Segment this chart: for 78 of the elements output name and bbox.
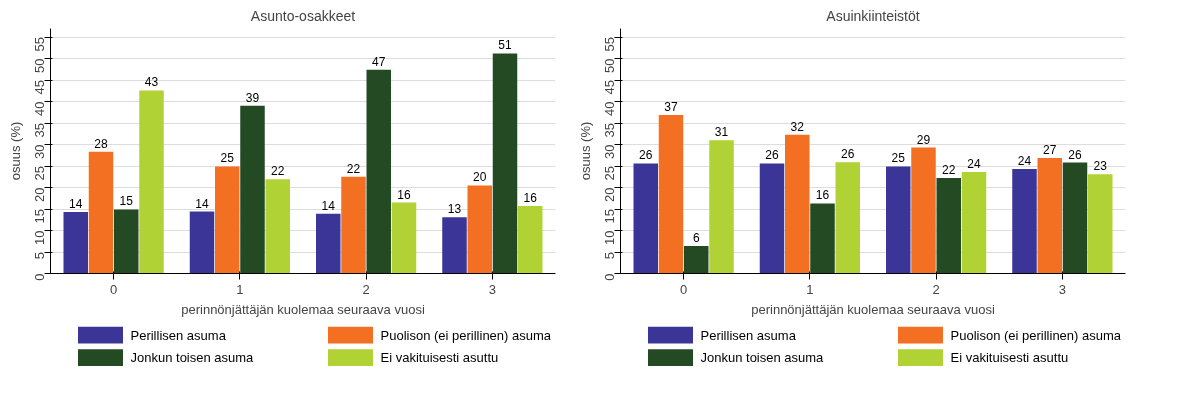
x-tick-label: 2 xyxy=(932,281,940,297)
data-label: 26 xyxy=(841,147,855,162)
x-tick-label: 0 xyxy=(680,281,688,297)
data-label: 14 xyxy=(321,198,336,213)
legend-label: Ei vakituisesti asuttu xyxy=(380,350,499,366)
y-tick-label: 25 xyxy=(32,166,47,181)
x-tick-label: 2 xyxy=(362,281,370,297)
x-tick-label: 3 xyxy=(488,281,496,297)
data-label: 23 xyxy=(1093,159,1108,174)
x-axis-title: perinnönjättäjän kuolemaa seuraava vuosi xyxy=(751,301,995,317)
chart-title: Asuinkiinteistöt xyxy=(826,7,920,24)
y-tick-label: 45 xyxy=(602,80,617,95)
data-label: 15 xyxy=(119,194,134,209)
y-tick-label: 10 xyxy=(602,230,617,245)
y-tick-label: 0 xyxy=(602,273,617,281)
legend-label: Perillisen asuma xyxy=(130,327,227,343)
data-label: 31 xyxy=(714,125,729,140)
data-label: 32 xyxy=(790,119,805,134)
y-tick-label: 35 xyxy=(32,123,47,138)
data-label: 47 xyxy=(372,54,386,69)
x-tick-label: 3 xyxy=(1058,281,1066,297)
data-label: 24 xyxy=(1017,154,1032,169)
y-tick-label: 55 xyxy=(602,37,617,52)
y-axis-title: osuus (%) xyxy=(7,121,23,181)
y-tick-label: 10 xyxy=(32,230,47,245)
data-label: 28 xyxy=(94,136,108,151)
y-tick-label: 40 xyxy=(32,101,47,117)
x-tick-label: 0 xyxy=(110,281,118,297)
data-label: 39 xyxy=(245,90,260,105)
data-label: 25 xyxy=(220,151,235,166)
y-tick-label: 35 xyxy=(602,123,617,138)
x-tick-label: 1 xyxy=(806,281,814,297)
y-tick-label: 20 xyxy=(602,187,617,202)
data-label: 26 xyxy=(765,148,779,163)
y-tick-label: 25 xyxy=(602,166,617,181)
data-label: 13 xyxy=(447,202,462,217)
data-label: 43 xyxy=(144,75,159,90)
legend-label: Perillisen asuma xyxy=(700,327,797,343)
chart-title: Asunto-osakkeet xyxy=(250,7,356,24)
data-label: 16 xyxy=(397,187,411,202)
x-axis-title: perinnönjättäjän kuolemaa seuraava vuosi xyxy=(181,301,425,317)
y-tick-label: 50 xyxy=(32,58,47,74)
data-label: 29 xyxy=(916,132,931,147)
y-tick-label: 5 xyxy=(32,252,47,260)
y-tick-label: 5 xyxy=(602,252,617,260)
data-label: 25 xyxy=(891,151,906,166)
y-tick-label: 50 xyxy=(602,58,617,74)
data-label: 22 xyxy=(346,161,361,176)
legend-label: Jonkun toisen asuma xyxy=(130,350,255,366)
data-label: 24 xyxy=(967,157,981,172)
data-label: 16 xyxy=(523,191,538,206)
x-tick-label: 1 xyxy=(236,281,244,297)
data-label: 16 xyxy=(815,188,830,203)
y-tick-label: 15 xyxy=(602,209,617,224)
y-tick-label: 40 xyxy=(602,101,617,117)
y-tick-label: 20 xyxy=(32,187,47,202)
data-label: 26 xyxy=(639,148,653,163)
legend-label: Jonkun toisen asuma xyxy=(700,350,825,366)
y-tick-label: 55 xyxy=(32,37,47,52)
data-label: 6 xyxy=(692,230,700,245)
data-label: 14 xyxy=(69,197,83,212)
legend-label: Puolison (ei perillinen) asuma xyxy=(380,327,552,343)
data-label: 27 xyxy=(1043,142,1057,157)
data-label: 51 xyxy=(498,38,512,53)
y-axis-title: osuus (%) xyxy=(577,121,593,181)
data-label: 14 xyxy=(195,196,209,211)
data-label: 22 xyxy=(942,163,956,178)
y-tick-label: 30 xyxy=(602,144,617,160)
data-label: 26 xyxy=(1068,147,1082,162)
y-tick-label: 45 xyxy=(32,80,47,95)
legend-label: Puolison (ei perillinen) asuma xyxy=(950,327,1122,343)
data-label: 37 xyxy=(664,99,678,114)
y-tick-label: 30 xyxy=(32,144,47,160)
data-label: 22 xyxy=(271,164,285,179)
y-tick-label: 15 xyxy=(32,209,47,224)
y-tick-label: 0 xyxy=(32,273,47,281)
legend-label: Ei vakituisesti asuttu xyxy=(950,350,1069,366)
data-label: 20 xyxy=(473,170,487,185)
